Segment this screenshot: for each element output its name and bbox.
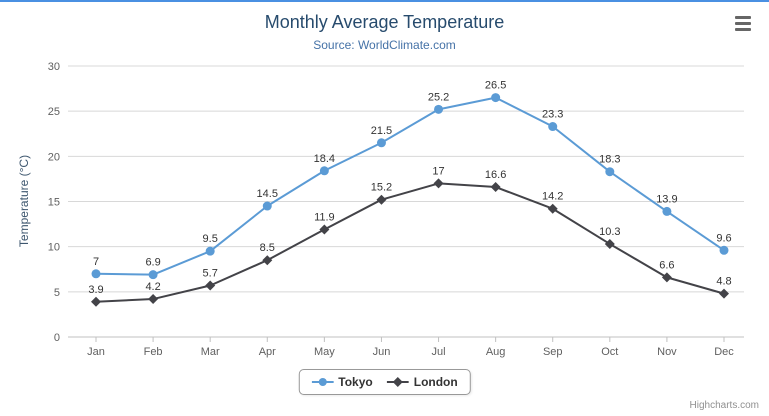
legend-label-tokyo: Tokyo	[338, 375, 373, 389]
london-data-label: 6.6	[659, 259, 674, 271]
london-data-point[interactable]	[433, 178, 444, 189]
chart-subtitle: Source: WorldClimate.com	[313, 38, 456, 52]
london-data-label: 10.3	[599, 226, 620, 238]
tokyo-data-point[interactable]	[262, 201, 272, 211]
tokyo-data-label: 18.3	[599, 154, 620, 166]
export-menu-button[interactable]	[731, 12, 755, 34]
x-axis-tick-label: Dec	[714, 346, 734, 358]
tokyo-data-point[interactable]	[548, 122, 558, 132]
tokyo-data-label: 13.9	[656, 193, 677, 205]
london-legend-marker-icon	[386, 377, 409, 387]
tokyo-data-point[interactable]	[434, 104, 444, 114]
london-data-point[interactable]	[490, 182, 501, 193]
london-series-line[interactable]	[95, 182, 725, 303]
hamburger-icon	[735, 15, 751, 19]
x-axis-tick-label: Oct	[601, 346, 618, 358]
x-axis-tick-label: May	[314, 346, 335, 358]
tokyo-series-line[interactable]	[95, 96, 725, 276]
london-data-label: 4.2	[145, 281, 160, 293]
tokyo-data-label: 14.5	[257, 188, 278, 200]
legend-item-london[interactable]: London	[386, 375, 458, 389]
london-data-point[interactable]	[604, 238, 615, 249]
y-axis-tick-label: 25	[48, 106, 60, 118]
y-axis-tick-label: 15	[48, 197, 60, 209]
london-data-label: 14.2	[542, 191, 563, 203]
x-axis-tick-label: Jun	[373, 346, 391, 358]
y-axis-tick-label: 0	[54, 332, 60, 344]
tokyo-legend-marker-icon	[311, 378, 334, 386]
legend: Tokyo London	[298, 369, 471, 395]
x-axis-tick-label: Apr	[259, 346, 276, 358]
x-axis-tick-label: Mar	[201, 346, 220, 358]
x-axis-tick-label: Jan	[87, 346, 105, 358]
tokyo-data-point[interactable]	[491, 93, 501, 103]
y-axis-tick-label: 10	[48, 242, 60, 254]
london-data-point[interactable]	[148, 294, 159, 305]
legend-item-tokyo[interactable]: Tokyo	[311, 375, 373, 389]
top-accent-bar	[0, 0, 769, 2]
tokyo-data-label: 9.5	[203, 233, 218, 245]
tokyo-data-label: 21.5	[371, 125, 392, 137]
y-axis-tick-label: 20	[48, 151, 60, 163]
x-axis-tick-label: Sep	[543, 346, 563, 358]
london-data-point[interactable]	[91, 296, 101, 307]
x-axis-tick-label: Jul	[432, 346, 446, 358]
london-data-point[interactable]	[262, 255, 273, 266]
tokyo-data-point[interactable]	[91, 269, 101, 279]
tokyo-data-label: 9.6	[716, 232, 731, 244]
tokyo-data-point[interactable]	[605, 167, 615, 177]
tokyo-data-label: 25.2	[428, 91, 449, 103]
london-data-label: 17	[432, 165, 444, 177]
x-axis-tick-label: Nov	[657, 346, 677, 358]
tokyo-data-point[interactable]	[319, 166, 329, 176]
london-data-label: 11.9	[314, 212, 335, 224]
london-data-point[interactable]	[319, 224, 330, 235]
tokyo-data-point[interactable]	[148, 270, 158, 280]
london-data-label: 16.6	[485, 169, 506, 181]
london-data-point[interactable]	[376, 194, 387, 205]
tokyo-data-point[interactable]	[376, 138, 386, 148]
london-data-point[interactable]	[719, 288, 729, 299]
chart-title: Monthly Average Temperature	[264, 12, 505, 32]
london-data-point[interactable]	[205, 280, 216, 291]
tokyo-data-point[interactable]	[662, 206, 672, 216]
london-data-point[interactable]	[661, 272, 672, 283]
london-data-point[interactable]	[547, 203, 558, 214]
tokyo-data-label: 18.4	[314, 153, 335, 165]
tokyo-data-label: 7	[93, 256, 99, 268]
london-data-label: 8.5	[260, 242, 275, 254]
london-data-label: 5.7	[203, 268, 218, 280]
london-data-label: 3.9	[88, 284, 103, 296]
y-axis-tick-label: 30	[48, 61, 60, 73]
london-data-label: 4.8	[716, 276, 731, 288]
legend-label-london: London	[413, 375, 458, 389]
x-axis-tick-label: Feb	[144, 346, 163, 358]
hamburger-icon	[735, 27, 751, 31]
tokyo-data-point[interactable]	[205, 246, 215, 256]
tokyo-data-point[interactable]	[719, 245, 729, 255]
tokyo-data-label: 6.9	[145, 257, 160, 269]
y-axis-tick-label: 5	[54, 287, 60, 299]
hamburger-icon	[735, 21, 751, 25]
london-data-label: 15.2	[371, 182, 392, 194]
tokyo-data-label: 26.5	[485, 80, 506, 92]
tokyo-data-label: 23.3	[542, 109, 563, 121]
credits-link[interactable]: Highcharts.com	[689, 400, 759, 411]
x-axis-tick-label: Aug	[486, 346, 506, 358]
